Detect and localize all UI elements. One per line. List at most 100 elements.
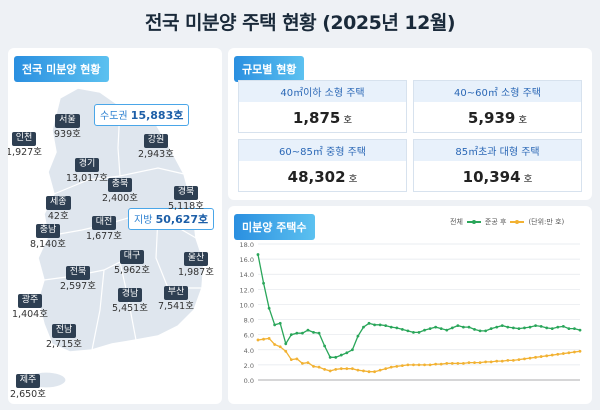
data-point-completed — [389, 365, 393, 369]
data-point-completed — [406, 363, 410, 367]
data-point-total — [489, 327, 493, 331]
data-point-total — [478, 329, 482, 333]
chart-legend: 전체 준공 후 (단위:만 호) — [450, 217, 564, 227]
region-sejong: 세종 42호 — [46, 190, 71, 222]
size-cell-value: 10,394 — [462, 168, 521, 186]
region-chungnam: 충남 8,140호 — [30, 218, 66, 250]
region-name: 충북 — [107, 178, 133, 192]
region-daegu: 대구 5,962호 — [114, 244, 150, 276]
size-cell-label: 40㎡이하 소형 주택 — [239, 81, 406, 102]
region-name: 울산 — [183, 252, 209, 266]
region-value: 42호 — [47, 210, 69, 222]
data-point-completed — [434, 362, 438, 366]
data-point-completed — [262, 337, 265, 341]
data-point-completed — [356, 368, 360, 372]
legend-unit: (단위:만 호) — [528, 218, 565, 226]
y-tick-label: 2.0 — [244, 362, 254, 370]
data-point-total — [550, 327, 554, 331]
data-point-total — [367, 321, 371, 325]
legend-total-label: 전체 — [450, 218, 463, 226]
data-point-total — [567, 327, 571, 331]
y-tick-label: 10.0 — [240, 301, 254, 309]
y-tick-label: 8.0 — [244, 317, 254, 325]
chart-panel: 미분양 주택수 전체 준공 후 (단위:만 호) 0.0 2.0 4.0 6.0 8.0… — [228, 206, 592, 404]
data-point-total — [395, 326, 399, 330]
region-name: 경기 — [74, 158, 100, 172]
data-point-completed — [556, 352, 560, 356]
data-point-total — [417, 331, 421, 334]
size-cell-label: 85㎡초과 대형 주택 — [414, 140, 581, 161]
region-jeonbuk: 전북 2,597호 — [60, 260, 96, 292]
size-cell-unit: 호 — [523, 174, 533, 185]
data-point-total — [456, 324, 460, 327]
data-point-total — [384, 324, 388, 327]
data-point-total — [473, 327, 476, 331]
data-point-total — [545, 326, 549, 330]
data-point-total — [578, 328, 582, 332]
region-name: 전남 — [51, 324, 77, 338]
region-ulsan: 울산 1,987호 — [178, 246, 214, 278]
y-tick-label: 14.0 — [240, 271, 254, 279]
region-name: 인천 — [11, 132, 37, 146]
region-name: 경남 — [117, 288, 143, 302]
data-point-total — [561, 324, 565, 328]
region-value: 13,017호 — [66, 172, 108, 184]
region-value: 1,927호 — [8, 146, 42, 158]
size-cell-unit: 호 — [518, 115, 528, 126]
data-point-total — [428, 327, 432, 331]
data-point-completed — [456, 361, 460, 365]
data-point-total — [462, 325, 465, 329]
data-point-completed — [384, 367, 388, 371]
data-point-total — [534, 324, 537, 327]
region-name: 제주 — [15, 374, 41, 388]
data-point-completed — [573, 350, 576, 354]
size-cell-small-60: 40~60㎡ 소형 주택 5,939 호 — [413, 80, 582, 133]
y-tick-label: 4.0 — [244, 347, 254, 355]
data-point-total — [439, 327, 443, 331]
capital-value: 15,883호 — [130, 109, 184, 122]
data-point-total — [445, 328, 449, 332]
data-point-completed — [301, 361, 304, 365]
data-point-total — [339, 353, 343, 357]
region-gyeongbuk: 경북 5,118호 — [168, 180, 204, 212]
region-name: 전북 — [65, 266, 91, 280]
data-point-completed — [289, 358, 293, 361]
data-point-total — [573, 327, 576, 331]
data-point-total — [345, 351, 349, 355]
data-point-total — [312, 331, 315, 334]
data-point-total — [406, 329, 410, 333]
region-value: 7,541호 — [158, 300, 194, 312]
region-value: 1,677호 — [86, 230, 122, 242]
size-cell-value: 5,939 — [467, 109, 516, 127]
region-name: 대전 — [91, 216, 117, 230]
capital-label: 수도권 — [100, 111, 128, 122]
data-point-total — [495, 325, 499, 329]
region-value: 5,118호 — [168, 200, 204, 212]
data-point-completed — [267, 337, 271, 340]
region-incheon: 인천 1,927호 — [8, 126, 42, 158]
data-point-completed — [428, 363, 432, 367]
data-point-completed — [561, 352, 565, 355]
data-point-completed — [567, 351, 571, 355]
data-point-total — [423, 328, 426, 332]
region-value: 2,650호 — [10, 388, 46, 400]
data-point-total — [273, 323, 277, 327]
region-name: 광주 — [17, 294, 43, 308]
data-point-completed — [345, 367, 349, 371]
region-name: 경북 — [173, 186, 199, 200]
size-cell-large: 85㎡초과 대형 주택 10,394 호 — [413, 139, 582, 192]
data-point-total — [262, 281, 265, 285]
data-point-completed — [312, 365, 315, 368]
data-point-total — [306, 328, 310, 332]
data-point-total — [334, 355, 338, 359]
data-point-total — [356, 334, 360, 338]
y-tick-label: 12.0 — [240, 286, 254, 294]
data-point-total — [317, 331, 321, 335]
page-title: 전국 미분양 주택 현황 (2025년 12월) — [144, 12, 456, 34]
size-cell-unit: 호 — [348, 174, 358, 185]
region-value: 1,987호 — [178, 266, 214, 278]
region-gyeonggi: 경기 13,017호 — [66, 152, 108, 184]
data-point-completed — [545, 354, 549, 358]
region-chungbuk: 충북 2,400호 — [102, 172, 138, 204]
series-line-total — [257, 254, 581, 358]
